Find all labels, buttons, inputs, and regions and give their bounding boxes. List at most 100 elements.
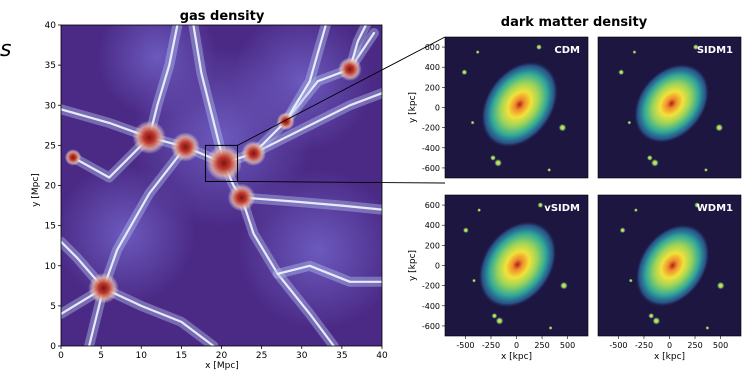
dm-y-tick-label: -200: [422, 124, 440, 133]
dm-subhalo: [491, 313, 497, 319]
gas-y-ticks: 0 5 10 15 20 25 30 35 40: [45, 21, 61, 352]
dm-subhalo: [471, 121, 475, 125]
gas-halo: [241, 141, 266, 166]
dm-subhalo: [549, 326, 553, 330]
gas-x-tick-label: 0: [58, 351, 64, 361]
dm-y-tick-label: 200: [425, 83, 440, 92]
dm-panel-label: SIDM1: [697, 45, 733, 56]
dm-y-tick-label: 400: [425, 221, 440, 230]
dm-subhalo: [620, 227, 626, 233]
dm-subhalo: [560, 282, 568, 290]
gas-y-tick-label: 35: [45, 61, 56, 71]
dark-matter-panels: CDM 600 400 200 0 -200 -400 -600 y [kpc] SIDM1 vSI…: [408, 37, 741, 362]
gas-y-tick-label: 20: [45, 182, 57, 192]
gas-y-tick-label: 15: [45, 222, 56, 232]
gas-density-title: gas density: [180, 9, 265, 24]
dm-subhalo: [648, 313, 654, 319]
gas-y-axis-label: y [Mpc]: [31, 173, 41, 207]
dm-panel-label: vSIDM: [544, 203, 580, 214]
dm-x-tick-label: 0: [514, 341, 519, 350]
dm-y-tick-label: 200: [425, 241, 440, 250]
dm-x-tick-label: 500: [560, 341, 575, 350]
dm-y-tick-label: 400: [425, 63, 440, 72]
dm-x-axis-label: x [kpc]: [501, 352, 532, 362]
gas-halo: [228, 184, 256, 212]
dm-subhalo: [537, 202, 543, 208]
gas-y-tick-label: 40: [45, 21, 57, 31]
dm-x-tick-label: -250: [635, 341, 653, 350]
dm-panel-wdm1: WDM1 -500 -250 0 250 500 x [kpc]: [598, 195, 741, 362]
dm-density-map: [598, 37, 741, 178]
dm-subhalo: [461, 69, 467, 75]
gas-y-tick-label: 10: [45, 262, 57, 272]
dm-subhalo: [547, 168, 551, 172]
gas-halo: [338, 57, 361, 80]
dm-y-axis-label: y [kpc]: [408, 92, 418, 123]
dm-subhalo: [647, 155, 653, 161]
dm-subhalo: [477, 208, 481, 212]
dm-subhalo: [634, 208, 638, 212]
dm-subhalo: [651, 159, 659, 167]
dm-subhalo: [652, 317, 660, 325]
dm-panel-label: CDM: [554, 45, 580, 56]
dm-x-tick-label: 0: [667, 341, 672, 350]
dm-subhalo: [704, 168, 708, 172]
dm-density-map: [445, 37, 588, 178]
dm-x-tick-label: -500: [609, 341, 627, 350]
gas-halo: [206, 145, 242, 181]
dm-y-tick-label: -400: [422, 302, 440, 311]
dm-x-axis-label: x [kpc]: [654, 352, 685, 362]
gas-y-tick-label: 5: [50, 302, 56, 312]
dm-y-tick-label: -200: [422, 282, 440, 291]
gas-halo: [88, 273, 118, 303]
gas-y-tick-label: 25: [45, 141, 56, 151]
gas-halo: [277, 112, 295, 130]
gas-halo: [65, 149, 81, 165]
gas-x-axis-label: x [Mpc]: [205, 361, 239, 371]
gas-x-tick-label: 20: [216, 351, 228, 361]
gas-halo: [171, 132, 200, 161]
dm-y-tick-label: 0: [435, 262, 440, 271]
gas-density-map: [55, 0, 398, 346]
dm-density-map: [598, 195, 741, 336]
dm-subhalo: [463, 227, 469, 233]
dm-subhalo: [490, 155, 496, 161]
dm-subhalo: [496, 317, 504, 325]
dm-subhalo: [494, 159, 502, 167]
dm-density-map: [445, 195, 588, 336]
dm-x-tick-label: 250: [687, 341, 702, 350]
dm-subhalo: [717, 282, 725, 290]
dm-x-tick-label: 250: [534, 341, 549, 350]
gas-density-panel: gas density 0 5 10 15 20 25 30 35 40 0 5 10 15 20 25 3…: [31, 0, 398, 371]
gas-x-tick-label: 30: [296, 351, 308, 361]
dm-panel-label: WDM1: [697, 203, 733, 214]
dm-subhalo: [632, 50, 636, 54]
dm-subhalo: [705, 326, 709, 330]
dm-subhalo: [472, 279, 476, 283]
dm-y-tick-label: 600: [425, 43, 440, 52]
dm-y-axis-label: y [kpc]: [408, 250, 418, 281]
dm-subhalo: [618, 69, 624, 75]
dm-x-tick-label: -250: [482, 341, 500, 350]
dm-x-tick-label: -500: [456, 341, 474, 350]
dm-subhalo: [536, 44, 542, 50]
dm-y-tick-label: 600: [425, 201, 440, 210]
gas-density-field: [55, 0, 398, 346]
dm-y-tick-label: -400: [422, 144, 440, 153]
dm-x-tick-label: 500: [713, 341, 728, 350]
gas-x-tick-label: 10: [136, 351, 148, 361]
gas-x-tick-label: 40: [376, 351, 388, 361]
gas-x-tick-label: 5: [98, 351, 104, 361]
gas-halo: [133, 121, 166, 154]
gas-x-tick-label: 15: [176, 351, 187, 361]
dark-matter-density-group: dark matter density CDM 600 400 200 0 -200 -40…: [408, 15, 741, 362]
dm-subhalo: [627, 121, 631, 125]
dm-y-tick-label: -600: [422, 322, 440, 331]
gas-x-tick-label: 35: [336, 351, 347, 361]
dm-panel-sidm1: SIDM1: [598, 37, 741, 178]
dm-subhalo: [476, 50, 480, 54]
dm-subhalo: [715, 124, 723, 132]
gas-x-ticks: 0 5 10 15 20 25 30 35 40: [58, 346, 388, 361]
dm-subhalo: [629, 279, 633, 283]
